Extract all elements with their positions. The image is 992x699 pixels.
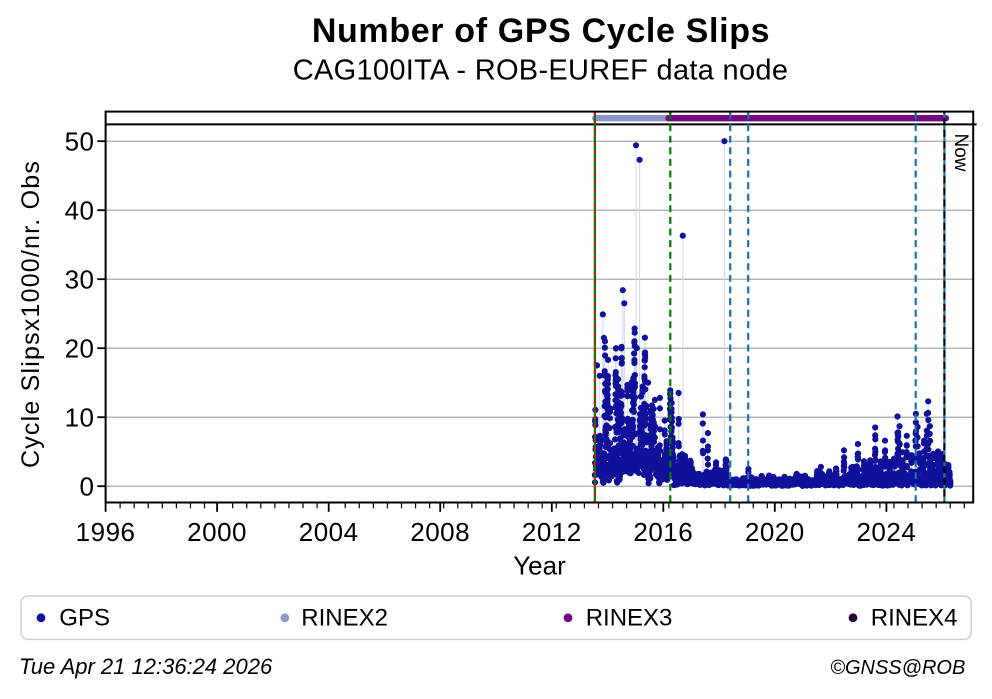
svg-text:0: 0 bbox=[80, 472, 95, 502]
svg-text:30: 30 bbox=[65, 265, 95, 295]
svg-text:©GNSS@ROB: ©GNSS@ROB bbox=[830, 657, 965, 679]
svg-text:Tue Apr 21 12:36:24 2026: Tue Apr 21 12:36:24 2026 bbox=[19, 654, 273, 679]
svg-text:RINEX3: RINEX3 bbox=[586, 605, 673, 632]
svg-text:RINEX4: RINEX4 bbox=[871, 605, 958, 632]
svg-text:RINEX2: RINEX2 bbox=[301, 605, 388, 632]
svg-text:GPS: GPS bbox=[59, 605, 110, 632]
svg-text:2016: 2016 bbox=[633, 517, 693, 547]
svg-text:2004: 2004 bbox=[299, 517, 359, 547]
svg-text:Cycle Slipsx1000/nr. Obs: Cycle Slipsx1000/nr. Obs bbox=[17, 160, 45, 468]
svg-text:20: 20 bbox=[65, 334, 95, 364]
svg-text:10: 10 bbox=[65, 403, 95, 433]
svg-text:2020: 2020 bbox=[745, 517, 805, 547]
svg-text:1996: 1996 bbox=[76, 517, 136, 547]
svg-text:2008: 2008 bbox=[410, 517, 470, 547]
svg-text:Number of GPS Cycle Slips: Number of GPS Cycle Slips bbox=[312, 12, 770, 50]
svg-text:2000: 2000 bbox=[187, 517, 247, 547]
svg-text:40: 40 bbox=[65, 196, 95, 226]
svg-text:CAG100ITA - ROB-EUREF data nod: CAG100ITA - ROB-EUREF data node bbox=[293, 55, 789, 87]
svg-text:Year: Year bbox=[513, 551, 566, 581]
svg-text:2012: 2012 bbox=[522, 517, 582, 547]
svg-text:50: 50 bbox=[65, 127, 95, 157]
svg-text:Now: Now bbox=[950, 134, 971, 172]
svg-text:2024: 2024 bbox=[856, 517, 916, 547]
